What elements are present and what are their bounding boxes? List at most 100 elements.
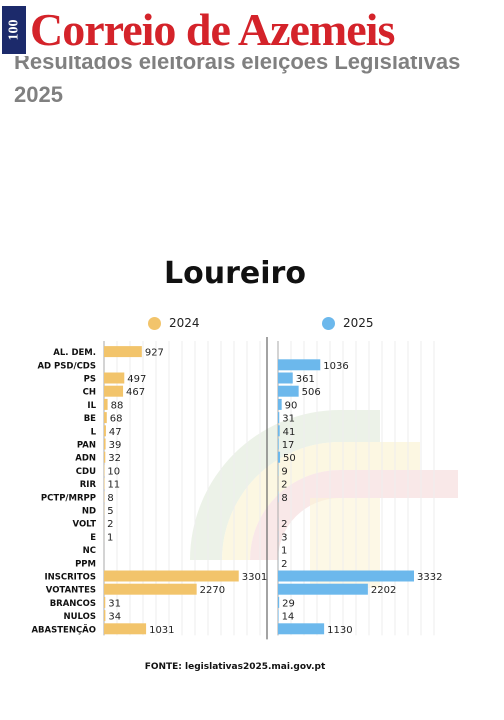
category-label: ABASTENÇÃO [31,624,96,635]
category-label: RIR [80,480,97,490]
bar-2025 [278,438,279,450]
category-label: ND [82,507,96,517]
bar-2025 [278,372,293,384]
legend-item-2025: 2025 [322,316,374,330]
bar-2025 [278,359,321,371]
data-label-2024: 68 [110,414,123,425]
category-label: PCTP/MRPP [41,493,96,503]
watermark-arc-yellow [222,442,420,560]
legend-swatch-2024 [148,316,161,330]
data-label-2024: 34 [108,612,121,623]
data-label-2025: 1036 [323,361,348,372]
category-label: PS [84,375,96,385]
data-label-2024: 31 [108,598,121,609]
data-label-2024: 32 [108,453,121,464]
data-label-2024: 1 [107,532,113,543]
bar-2025 [278,610,279,622]
bar-chart: AL. DEM. 927 AD PSD/CDS 1036 PS 497 361 CH 467 50… [31,337,458,640]
article-title: Resultados eleitorais eleições Legislati… [14,56,494,112]
data-label-2024: 3301 [242,572,267,583]
data-label-2025: 1 [281,546,287,557]
article-title-line1: Resultados eleitorais eleições Legislati… [14,56,461,74]
data-label-2024: 10 [107,466,120,477]
bar-2024 [104,438,106,450]
data-label-2025: 31 [282,414,295,425]
site-logo[interactable]: Correio de Azemeis [30,4,395,55]
data-label-2025: 17 [282,440,295,451]
bar-2025 [278,398,282,410]
bar-2025 [278,385,299,397]
category-label: IL [87,401,96,411]
bar-2024 [104,610,106,622]
bar-2024 [104,398,108,410]
bar-2025 [278,583,368,595]
category-label: VOLT [73,520,97,530]
category-label: CDU [76,467,96,477]
data-label-2024: 2270 [200,585,225,596]
category-label: L [91,427,97,437]
data-label-2024: 11 [107,480,120,491]
bar-2025 [278,623,325,635]
data-label-2025: 2 [281,559,287,570]
legend-swatch-2025 [322,316,335,330]
data-label-2024: 39 [109,440,122,451]
data-label-2025: 29 [282,598,295,609]
watermark-arc-red [250,470,458,560]
category-label: NULOS [64,612,96,622]
data-label-2025: 2202 [371,585,396,596]
bar-2025 [278,451,281,463]
bar-2025 [278,412,280,424]
data-label-2025: 2 [281,519,287,530]
category-label: BE [84,414,96,424]
legend-item-2024: 2024 [148,316,200,330]
bar-2024 [104,451,106,463]
chart-background-graphic [190,410,458,588]
data-label-2024: 8 [107,493,113,504]
data-label-2025: 506 [302,387,321,398]
data-label-2025: 8 [281,493,287,504]
data-label-2025: 2 [281,480,287,491]
data-label-2025: 361 [296,374,315,385]
data-label-2025: 41 [283,427,296,438]
chart-source: FONTE: legislativas2025.mai.gov.pt [144,662,326,672]
bar-2024 [104,385,124,397]
bar-2024 [104,596,106,608]
category-label: NC [83,546,96,556]
bar-2024 [104,570,239,582]
data-label-2024: 1031 [149,625,174,636]
data-label-2025: 14 [282,612,295,623]
bar-2024 [104,425,106,437]
data-label-2024: 47 [109,427,122,438]
category-label: AL. DEM. [53,348,96,358]
data-label-2024: 467 [126,387,145,398]
bar-2025 [278,425,280,437]
chart-bars: AL. DEM. 927 AD PSD/CDS 1036 PS 497 361 CH 467 50… [31,346,442,636]
article-title-line2: 2025 [14,82,63,107]
bar-2025 [278,596,280,608]
bar-2024 [104,346,142,358]
category-label: BRANCOS [50,599,96,609]
category-label: E [90,533,96,543]
watermark-arc-green [190,410,380,560]
data-label-2025: 90 [285,400,298,411]
data-label-2025: 50 [283,453,296,464]
chart-title: Loureiro [164,256,306,291]
category-label: VOTANTES [46,586,96,596]
category-label: INSCRITOS [45,573,97,583]
category-label: CH [83,388,96,398]
data-label-2024: 2 [107,519,113,530]
data-label-2024: 5 [107,506,113,517]
bar-2024 [104,412,107,424]
logo-badge[interactable]: 100 [2,6,26,54]
category-label: AD PSD/CDS [37,361,96,371]
data-label-2024: 497 [127,374,146,385]
bar-2024 [104,372,125,384]
category-label: PPM [75,559,96,569]
data-label-2025: 3332 [417,572,442,583]
bar-2024 [104,583,197,595]
data-label-2025: 3 [281,532,287,543]
data-label-2025: 9 [281,466,287,477]
data-label-2024: 88 [111,400,124,411]
category-label: ADN [75,454,96,464]
data-label-2025: 1130 [327,625,352,636]
